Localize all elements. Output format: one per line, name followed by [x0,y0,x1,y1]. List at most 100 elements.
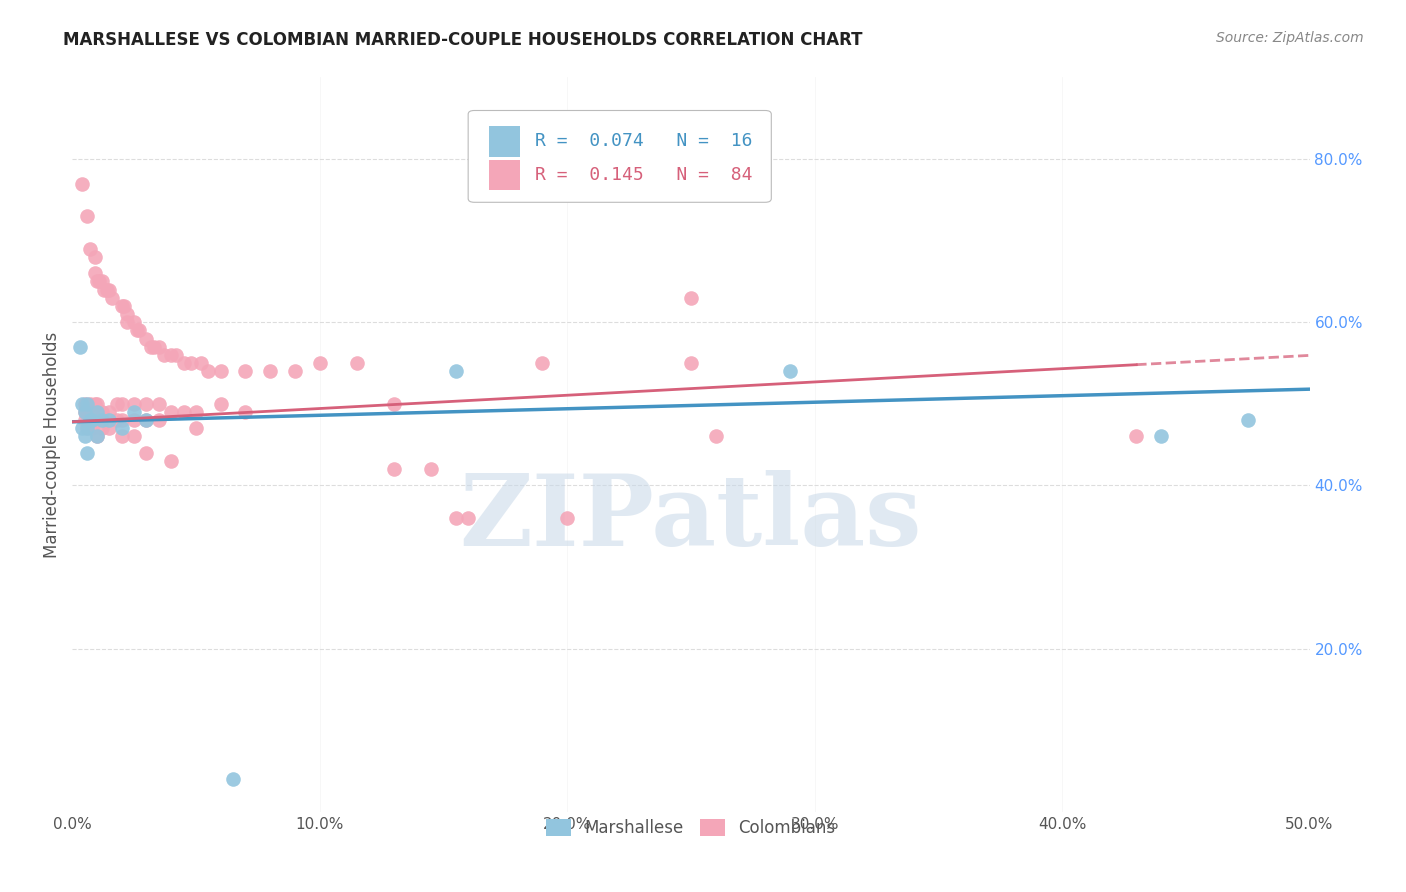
Point [235,405,257,419]
Point [180,356,202,370]
Point [80,413,103,427]
Point [125,323,148,337]
Point [259,364,281,378]
Point [69,340,91,354]
Bar [489,126,520,157]
Point [148,397,170,411]
Point [73,397,96,411]
Point [98,421,121,435]
Point [86,429,108,443]
Point [122,397,145,411]
Point [101,291,124,305]
Point [98,405,121,419]
Point [420,462,443,476]
Point [79,413,101,427]
Point [73,413,96,427]
Point [1125,429,1147,443]
Point [115,315,138,329]
Point [76,446,98,460]
Point [111,413,134,427]
Point [122,405,145,419]
Point [93,283,115,297]
Point [105,397,128,411]
Bar [489,160,520,190]
Point [73,405,96,419]
Point [96,283,118,297]
Point [457,511,479,525]
Point [90,413,112,427]
Point [160,405,183,419]
Point [86,429,108,443]
Point [444,511,467,525]
Point [83,397,105,411]
Point [105,413,128,427]
Point [142,340,165,354]
Point [209,397,232,411]
Point [308,356,330,370]
Point [76,209,98,223]
Point [89,275,111,289]
FancyBboxPatch shape [468,111,772,202]
Y-axis label: Married-couple Households: Married-couple Households [44,332,60,558]
Point [90,421,112,435]
Point [86,397,108,411]
Point [98,413,121,427]
Point [135,413,157,427]
Point [184,405,207,419]
Point [148,340,170,354]
Point [679,291,702,305]
Point [111,429,134,443]
Point [79,397,101,411]
Point [70,421,93,435]
Text: Source: ZipAtlas.com: Source: ZipAtlas.com [1216,31,1364,45]
Point [284,364,307,378]
Point [135,446,157,460]
Point [555,511,578,525]
Point [152,348,174,362]
Point [90,275,112,289]
Point [135,397,157,411]
Point [70,177,93,191]
Point [80,405,103,419]
Point [148,413,170,427]
Point [111,397,134,411]
Point [679,356,702,370]
Text: MARSHALLESE VS COLOMBIAN MARRIED-COUPLE HOUSEHOLDS CORRELATION CHART: MARSHALLESE VS COLOMBIAN MARRIED-COUPLE … [63,31,863,49]
Point [190,356,212,370]
Point [1236,413,1258,427]
Point [173,356,195,370]
Point [80,421,103,435]
Point [444,364,467,378]
Point [1150,429,1173,443]
Point [86,413,108,427]
Legend: Marshallese, Colombians: Marshallese, Colombians [540,813,842,844]
Point [76,421,98,435]
Text: R =  0.074   N =  16: R = 0.074 N = 16 [534,132,752,150]
Point [73,429,96,443]
Point [83,266,105,280]
Point [122,315,145,329]
Point [209,364,232,378]
Point [160,348,183,362]
Point [184,421,207,435]
Point [197,364,219,378]
Point [382,397,405,411]
Point [76,421,98,435]
Text: ZIPatlas: ZIPatlas [460,469,922,566]
Point [135,332,157,346]
Point [73,405,96,419]
Point [235,364,257,378]
Point [112,299,135,313]
Point [165,348,187,362]
Point [173,405,195,419]
Point [86,275,108,289]
Text: R =  0.145   N =  84: R = 0.145 N = 84 [534,166,752,184]
Point [135,413,157,427]
Point [98,283,121,297]
Point [76,397,98,411]
Point [111,421,134,435]
Point [382,462,405,476]
Point [141,340,163,354]
Point [90,405,112,419]
Point [122,413,145,427]
